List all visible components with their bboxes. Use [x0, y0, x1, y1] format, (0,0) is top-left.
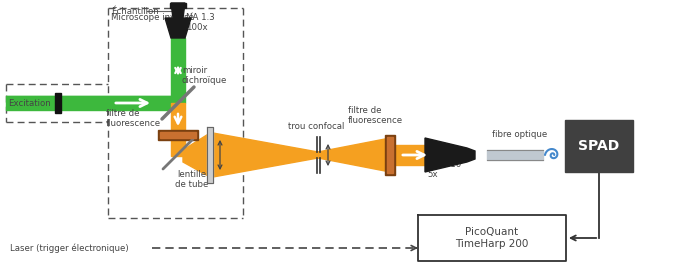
Text: NA 0.10
5x: NA 0.10 5x: [427, 160, 461, 179]
Text: Excitation: Excitation: [8, 99, 51, 107]
Text: lentille
de tube: lentille de tube: [176, 170, 209, 189]
Polygon shape: [183, 133, 210, 177]
Polygon shape: [171, 103, 185, 131]
Polygon shape: [385, 135, 395, 175]
Text: Laser (trigger électronique): Laser (trigger électronique): [10, 243, 129, 253]
Text: filtre de
fluorescence: filtre de fluorescence: [348, 106, 403, 125]
Polygon shape: [387, 137, 393, 173]
Polygon shape: [170, 3, 186, 8]
Polygon shape: [207, 127, 213, 183]
Polygon shape: [395, 145, 425, 165]
Polygon shape: [565, 120, 633, 172]
Text: filtre de
fluorescence: filtre de fluorescence: [106, 109, 161, 128]
Polygon shape: [425, 138, 475, 172]
Text: SPAD: SPAD: [578, 139, 620, 153]
Polygon shape: [55, 93, 61, 113]
Text: NA 1.3
100x: NA 1.3 100x: [186, 12, 215, 32]
Polygon shape: [418, 215, 566, 261]
Text: PicoQuant
TimeHarp 200: PicoQuant TimeHarp 200: [456, 227, 529, 249]
Polygon shape: [171, 140, 185, 156]
Text: trou confocal: trou confocal: [288, 122, 344, 131]
Text: miroir
dichroïque: miroir dichroïque: [182, 66, 227, 85]
Polygon shape: [213, 133, 318, 177]
Polygon shape: [165, 18, 191, 38]
Polygon shape: [158, 130, 198, 140]
Text: Échantillon: Échantillon: [111, 6, 159, 16]
Polygon shape: [487, 150, 543, 160]
Polygon shape: [160, 132, 196, 138]
Polygon shape: [171, 38, 185, 103]
Polygon shape: [318, 139, 385, 171]
Text: fibre optique: fibre optique: [492, 130, 547, 139]
Text: Microscope inversé: Microscope inversé: [111, 12, 194, 22]
Polygon shape: [171, 3, 185, 18]
